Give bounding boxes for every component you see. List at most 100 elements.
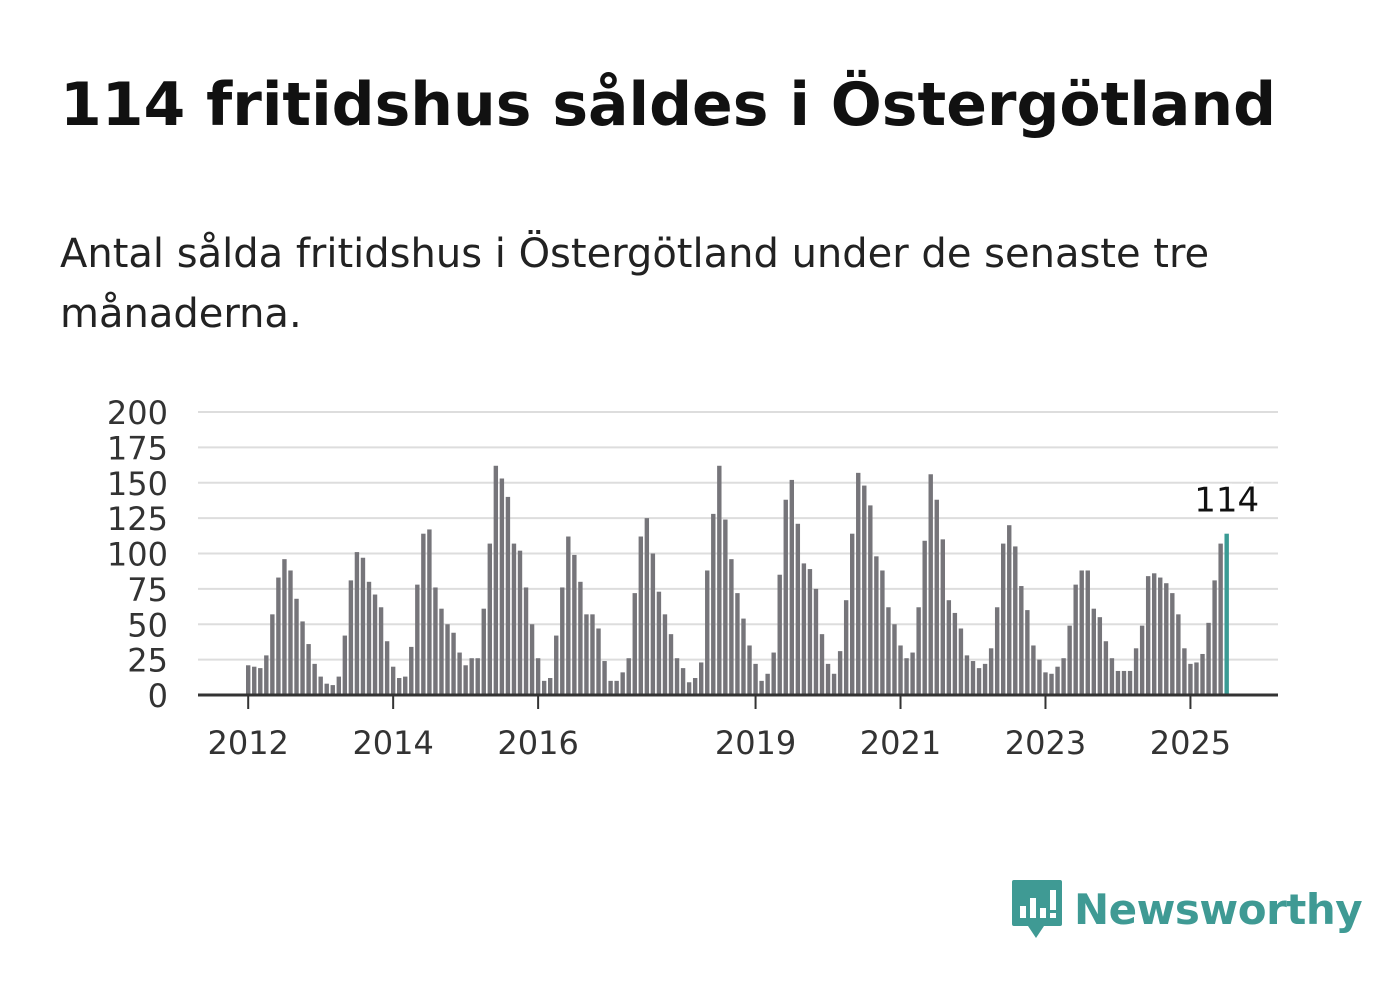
bar [511,543,517,695]
bar [1218,543,1223,695]
bar [747,645,752,695]
bar [692,678,698,695]
y-tick-label: 150 [107,465,168,503]
bar [505,496,511,695]
bar [1212,580,1217,695]
x-tick-label: 2019 [715,724,796,762]
bar [626,658,631,695]
bar [282,559,287,695]
bar [988,648,994,695]
bar [548,678,553,695]
bar [1164,583,1169,695]
bar [463,665,468,695]
bar [384,641,390,695]
bar [390,666,396,695]
newsworthy-logo-icon [1012,880,1062,938]
bar [445,624,450,695]
bar [813,588,819,695]
bar [620,672,625,695]
bar [958,628,964,695]
bar [294,598,299,695]
bar [644,518,650,695]
bar [1206,622,1211,695]
bar [572,554,577,695]
bar [1145,576,1151,695]
bar [741,618,746,695]
bar [783,499,788,695]
bar [1091,608,1096,695]
bar [433,587,438,695]
bar [469,658,474,695]
bar [753,663,758,695]
bar [771,652,776,695]
bar [578,581,583,695]
bar [403,676,408,695]
bar [312,663,317,695]
brand-name: Newsworthy [1074,884,1363,934]
bar [777,574,782,695]
bar [1127,670,1133,695]
bar [1139,625,1145,695]
bar [270,614,275,695]
bar [729,559,734,695]
bar [795,523,801,695]
y-tick-label: 25 [127,642,168,680]
bar [880,570,885,695]
y-tick-label: 0 [148,677,168,715]
bar [1085,570,1090,695]
bar [324,683,329,695]
bar [686,682,692,695]
bar [1049,673,1054,695]
bar [487,543,492,695]
bar [850,533,855,695]
bar [1037,659,1042,695]
bar [898,645,903,695]
bar [910,652,915,695]
bar [668,634,674,695]
bar [493,465,499,695]
bar [934,499,939,695]
bar [662,614,668,695]
bar [856,472,861,695]
bar [1158,577,1163,695]
bar [632,593,637,695]
bar [1043,672,1048,695]
x-tick-label: 2012 [207,724,288,762]
chart-title: 114 fritidshus såldes i Östergötland [60,70,1277,140]
bar [1121,670,1127,695]
bar [246,665,251,695]
y-tick-label: 175 [107,429,168,467]
bar [680,668,686,695]
bar [946,600,952,695]
bar [1170,593,1175,695]
y-tick-label: 75 [127,571,168,609]
x-tick-label: 2014 [352,724,433,762]
bar [1061,658,1066,695]
bar [427,529,432,695]
bar [560,587,565,695]
bar [276,577,281,695]
bar [1025,610,1030,695]
bar [1194,662,1199,695]
bar [904,658,909,695]
bar [614,680,619,695]
bar [982,663,988,695]
bar [699,662,704,695]
bar [1055,666,1060,695]
bar [517,550,523,695]
bar [372,594,378,695]
bars [246,465,1229,695]
bar [457,652,462,695]
bar [1103,641,1109,695]
y-tick-label: 100 [107,536,168,574]
bar [868,505,873,695]
bar [717,465,722,695]
bar [1013,546,1018,695]
bar [475,658,480,695]
bar [765,673,770,695]
bar [886,607,891,695]
bar [862,485,867,695]
bar [366,581,372,695]
bar-highlight [1224,533,1229,695]
x-tick-label: 2023 [1005,724,1086,762]
